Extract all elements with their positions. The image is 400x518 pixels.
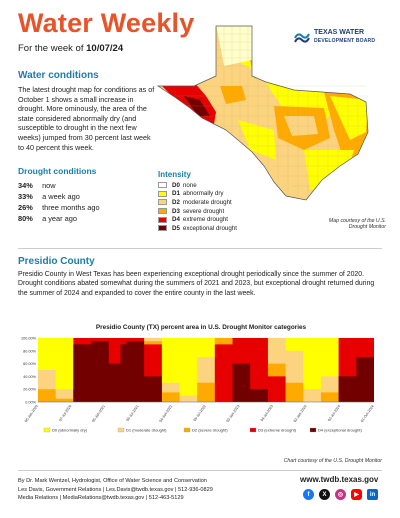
linkedin-icon[interactable]: in [367, 489, 378, 500]
legend-item-d0: D0 none [158, 181, 268, 190]
legend-item-d3: D3 severe drought [158, 207, 268, 216]
chart-credit: Chart courtesy of the U.S. Drought Monit… [283, 458, 382, 464]
legend-item-d2: D2 moderate drought [158, 198, 268, 207]
stat-now: 34% now [18, 181, 56, 190]
legend-item-d5: D5 exceptional drought [158, 224, 268, 233]
x-tick-label: 04-Jul-2023 [260, 404, 274, 422]
legend-swatch [249, 427, 257, 433]
footer-author: By Dr. Mark Wentzel, Hydrologist, Office… [18, 478, 207, 484]
presidio-text: Presidio County in West Texas has been e… [18, 271, 375, 297]
y-tick-label: 60.00% [23, 362, 37, 366]
intensity-legend: Intensity D0 none D1 abnormally dry D2 mode… [158, 170, 268, 233]
instagram-icon[interactable]: ◎ [335, 489, 346, 500]
legend-swatch [117, 427, 125, 433]
x-tick-label: 01-Oct-2024 [360, 404, 375, 423]
x-icon[interactable]: X [319, 489, 330, 500]
x-tick-label: 03-Jan-2023 [226, 404, 241, 423]
swatch-d5 [158, 225, 167, 232]
stat-year-ago: 80% a year ago [18, 214, 77, 223]
facebook-icon[interactable]: f [303, 489, 314, 500]
swatch-d4 [158, 216, 167, 223]
water-conditions-heading: Water conditions [18, 70, 99, 81]
y-tick-label: 20.00% [23, 388, 37, 392]
legend-swatch [183, 427, 191, 433]
logo-line2: DEVELOPMENT BOARD [314, 38, 376, 44]
x-tick-label: 05-Jul-2022 [193, 404, 207, 422]
stat-three-months: 26% three months ago [18, 203, 100, 212]
y-tick-label: 80.00% [23, 349, 37, 353]
water-conditions-text: The latest drought map for conditions as… [18, 85, 155, 152]
chart-plot: 100.00%80.00%60.00%40.00%20.00%0.00%06-J… [21, 337, 375, 433]
swatch-d0 [158, 182, 167, 189]
y-tick-label: 40.00% [23, 375, 37, 379]
swatch-d3 [158, 208, 167, 215]
x-tick-label: 02-Jan-2024 [293, 404, 308, 423]
legend-label: D1 (moderate drought) [126, 428, 167, 433]
x-tick-label: 02-Jul-2024 [327, 404, 341, 422]
presidio-chart: Presidio County (TX) percent area in U.S… [18, 318, 384, 446]
week-date: 10/07/24 [86, 43, 124, 54]
legend-swatch [43, 427, 51, 433]
y-tick-label: 0.00% [25, 401, 36, 405]
social-links: f X ◎ ▶ in [303, 489, 378, 500]
x-tick-label: 06-Jan-2020 [24, 404, 39, 423]
series-area-4 [38, 338, 374, 402]
water-drop-icon [294, 33, 310, 43]
x-tick-label: 04-Jan-2022 [158, 404, 173, 423]
texas-drought-map [156, 25, 369, 201]
footer-contacts: By Dr. Mark Wentzel, Hydrologist, Office… [18, 477, 213, 503]
logo-line1: TEXAS WATER [314, 29, 365, 36]
drought-stats: 34% now 33% a week ago 26% three months … [18, 180, 100, 224]
footer-media-relations: Media Relations | MediaRelations@twdb.te… [18, 495, 184, 501]
week-line: For the week of 10/07/24 [18, 43, 124, 54]
swatch-d1 [158, 190, 167, 197]
legend-label: D4 (exceptional drought) [318, 428, 362, 433]
legend-swatch [309, 427, 317, 433]
legend-title: Intensity [158, 170, 191, 179]
map-credit: Map courtesy of the U.S. Drought Monitor [328, 218, 386, 231]
twdb-logo[interactable]: TEXAS WATER DEVELOPMENT BOARD [292, 28, 388, 50]
presidio-heading: Presidio County [18, 256, 95, 267]
page-title: Water Weekly [18, 8, 195, 38]
x-tick-label: 05-Jan-2021 [91, 404, 106, 423]
legend-item-d4: D4 extreme drought [158, 215, 268, 224]
section-divider [18, 248, 382, 249]
legend-label: D0 (abnormally dry) [52, 428, 88, 433]
chart-title: Presidio County (TX) percent area in U.S… [95, 324, 307, 331]
youtube-icon[interactable]: ▶ [351, 489, 362, 500]
website-link[interactable]: www.twdb.texas.gov [300, 475, 379, 484]
x-tick-label: 06-Jul-2021 [125, 404, 139, 422]
footer-divider [18, 470, 382, 471]
stat-week-ago: 33% a week ago [18, 192, 80, 201]
legend-label: D2 (severe drought) [192, 428, 228, 433]
footer-gov-relations: Les Davis, Government Relations | Les.Da… [18, 486, 213, 493]
swatch-d2 [158, 199, 167, 206]
legend-label: D3 (extreme drought) [258, 428, 297, 433]
x-tick-label: 07-Jul-2020 [58, 404, 72, 422]
drought-conditions-heading: Drought conditions [18, 166, 97, 176]
legend-item-d1: D1 abnormally dry [158, 190, 268, 199]
y-tick-label: 100.00% [21, 337, 37, 341]
